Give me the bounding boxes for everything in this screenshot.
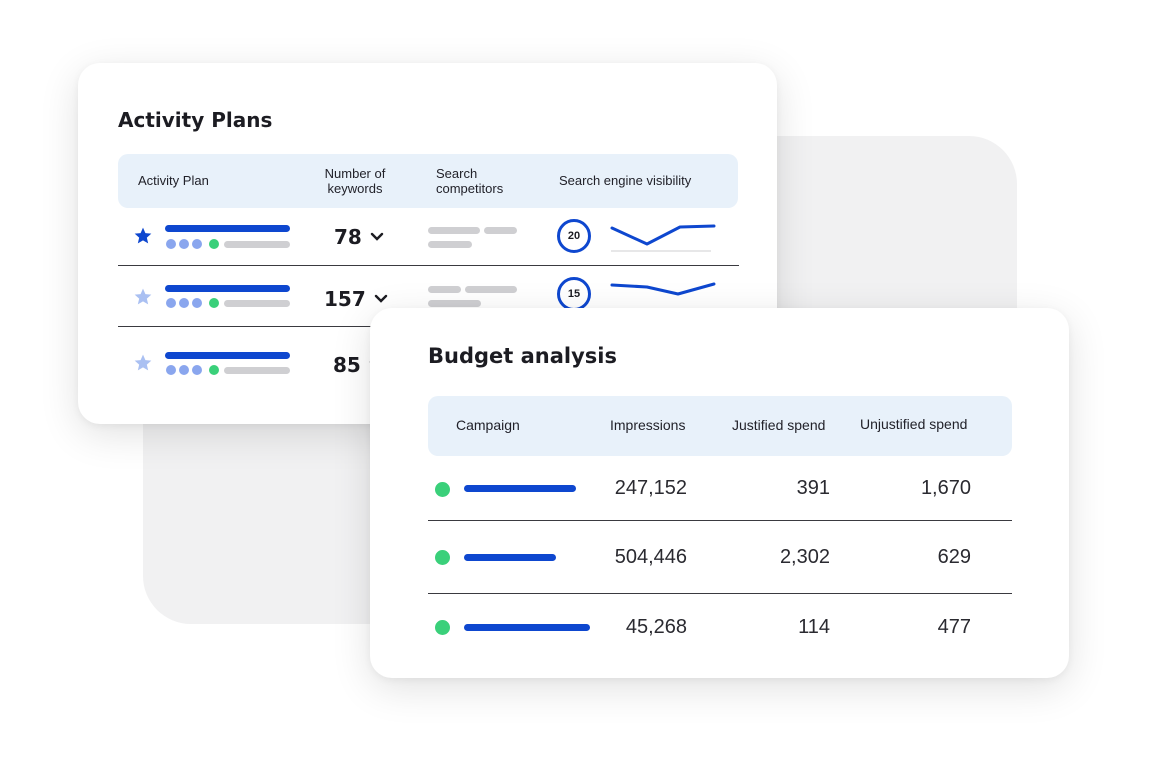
member-dot <box>179 239 189 249</box>
visibility-score: 20 <box>557 219 591 253</box>
keywords-value: 157 <box>324 287 366 311</box>
header-justified-spend: Justified spend <box>732 417 826 433</box>
plan-meta-placeholder <box>224 367 290 374</box>
member-dot <box>192 239 202 249</box>
header-search-engine-visibility: Search engine visibility <box>559 173 692 188</box>
status-dot-icon <box>435 620 450 635</box>
keywords-value: 78 <box>334 225 362 249</box>
budget-analysis-title: Budget analysis <box>428 344 617 368</box>
budget-analysis-card: Budget analysis Campaign Impressions Jus… <box>370 308 1069 678</box>
keywords-count[interactable]: 78 <box>334 225 384 249</box>
plan-name-placeholder <box>165 285 290 292</box>
justified-spend-value: 2,302 <box>779 546 830 568</box>
plan-meta-placeholder <box>224 300 290 307</box>
unjustified-spend-value: 1,670 <box>920 477 971 499</box>
competitor-placeholder <box>465 286 517 293</box>
member-dot <box>179 365 189 375</box>
visibility-sparkline <box>610 224 716 252</box>
activity-plans-title: Activity Plans <box>118 108 273 132</box>
chevron-down-icon[interactable] <box>374 294 388 304</box>
member-dot <box>192 365 202 375</box>
competitor-placeholder <box>484 227 517 234</box>
justified-spend-value: 391 <box>796 477 830 499</box>
competitor-placeholder <box>428 241 472 248</box>
member-dot <box>166 365 176 375</box>
campaign-name-placeholder <box>464 554 556 561</box>
keywords-value: 85 <box>333 353 361 377</box>
star-icon[interactable] <box>133 226 153 246</box>
activity-plans-card: Activity Plans Activity Plan Number of k… <box>78 63 777 424</box>
competitor-placeholder <box>428 286 461 293</box>
impressions-value: 247,152 <box>614 477 687 499</box>
header-search-competitors: Search competitors <box>436 166 504 196</box>
header-impressions: Impressions <box>610 417 686 433</box>
header-unjustified-spend: Unjustified spend <box>860 416 968 432</box>
chevron-down-icon[interactable] <box>370 232 384 242</box>
justified-spend-value: 114 <box>798 616 830 638</box>
row-divider <box>118 265 739 266</box>
visibility-sparkline <box>610 282 716 296</box>
activity-plans-table-header: Activity Plan Number of keywords Search … <box>118 154 738 208</box>
impressions-value: 45,268 <box>625 616 687 638</box>
status-dot-icon <box>435 482 450 497</box>
plan-name-placeholder <box>165 352 290 359</box>
plan-meta-placeholder <box>224 241 290 248</box>
campaign-name-placeholder <box>464 624 590 631</box>
member-dot <box>192 298 202 308</box>
header-number-of-keywords: Number of keywords <box>324 166 386 196</box>
status-dot-icon <box>209 365 219 375</box>
row-divider <box>428 520 1012 521</box>
header-campaign: Campaign <box>456 417 520 433</box>
row-divider <box>428 593 1012 594</box>
member-dot <box>179 298 189 308</box>
keywords-count[interactable]: 157 <box>324 287 388 311</box>
status-dot-icon <box>435 550 450 565</box>
member-dot <box>166 298 176 308</box>
status-dot-icon <box>209 239 219 249</box>
header-activity-plan: Activity Plan <box>138 173 209 188</box>
unjustified-spend-value: 629 <box>937 546 971 568</box>
unjustified-spend-value: 477 <box>937 616 971 638</box>
campaign-name-placeholder <box>464 485 576 492</box>
competitor-placeholder <box>428 300 481 307</box>
impressions-value: 504,446 <box>614 546 687 568</box>
plan-name-placeholder <box>165 225 290 232</box>
budget-table-header: Campaign Impressions Justified spend Unj… <box>428 396 1012 456</box>
member-dot <box>166 239 176 249</box>
star-icon[interactable] <box>133 353 153 373</box>
star-icon[interactable] <box>133 287 153 307</box>
competitor-placeholder <box>428 227 480 234</box>
status-dot-icon <box>209 298 219 308</box>
visibility-score: 15 <box>557 277 591 311</box>
